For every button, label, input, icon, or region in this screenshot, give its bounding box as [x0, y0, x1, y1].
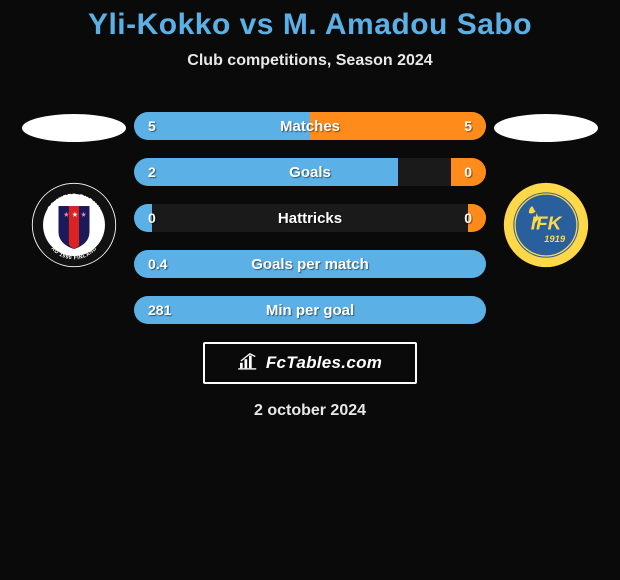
stat-row: 281 Min per goal [134, 296, 486, 324]
stat-label: Matches [280, 118, 340, 135]
left-player-column: ★ ★ ★ FC INTER TURKU AD 1990 FINLAND [14, 112, 134, 268]
stat-bars: 5 Matches 5 2 Goals 0 0 Hattricks 0 0.4 Goals per … [134, 112, 486, 324]
stat-left-value: 281 [148, 302, 171, 318]
stat-label: Goals [289, 164, 331, 181]
right-crest-svg: IFK 1919 [503, 182, 589, 268]
right-player-column: IFK 1919 [486, 112, 606, 268]
stat-row: 5 Matches 5 [134, 112, 486, 140]
svg-text:★: ★ [72, 211, 78, 218]
stat-label: Goals per match [251, 256, 369, 273]
stat-left-value: 0 [148, 210, 156, 226]
right-club-crest: IFK 1919 [503, 182, 589, 268]
left-bar-fill [134, 158, 398, 186]
right-crest-letters: IFK [531, 213, 563, 234]
branding-text: FcTables.com [266, 353, 382, 373]
stat-row: 0 Hattricks 0 [134, 204, 486, 232]
date-label: 2 october 2024 [254, 402, 366, 420]
left-club-crest: ★ ★ ★ FC INTER TURKU AD 1990 FINLAND [31, 182, 117, 268]
stat-right-value: 0 [464, 210, 472, 226]
left-crest-svg: ★ ★ ★ FC INTER TURKU AD 1990 FINLAND [31, 182, 117, 268]
svg-text:★: ★ [81, 211, 87, 218]
stat-right-value: 0 [464, 164, 472, 180]
stat-left-value: 2 [148, 164, 156, 180]
subtitle: Club competitions, Season 2024 [187, 52, 432, 70]
stat-left-value: 0.4 [148, 256, 167, 272]
main-row: ★ ★ ★ FC INTER TURKU AD 1990 FINLAND 5 Ma… [0, 112, 620, 324]
right-player-ellipse [494, 114, 598, 142]
page-title: Yli-Kokko vs M. Amadou Sabo [88, 8, 532, 42]
left-player-ellipse [22, 114, 126, 142]
stat-left-value: 5 [148, 118, 156, 134]
branding-box[interactable]: FcTables.com [203, 342, 417, 384]
stat-label: Hattricks [278, 210, 342, 227]
svg-text:★: ★ [64, 211, 70, 218]
stat-row: 2 Goals 0 [134, 158, 486, 186]
comparison-card: Yli-Kokko vs M. Amadou Sabo Club competi… [0, 0, 620, 420]
right-crest-year: 1919 [544, 234, 566, 245]
stat-label: Min per goal [266, 302, 354, 319]
stat-row: 0.4 Goals per match [134, 250, 486, 278]
chart-icon [238, 352, 260, 375]
stat-right-value: 5 [464, 118, 472, 134]
